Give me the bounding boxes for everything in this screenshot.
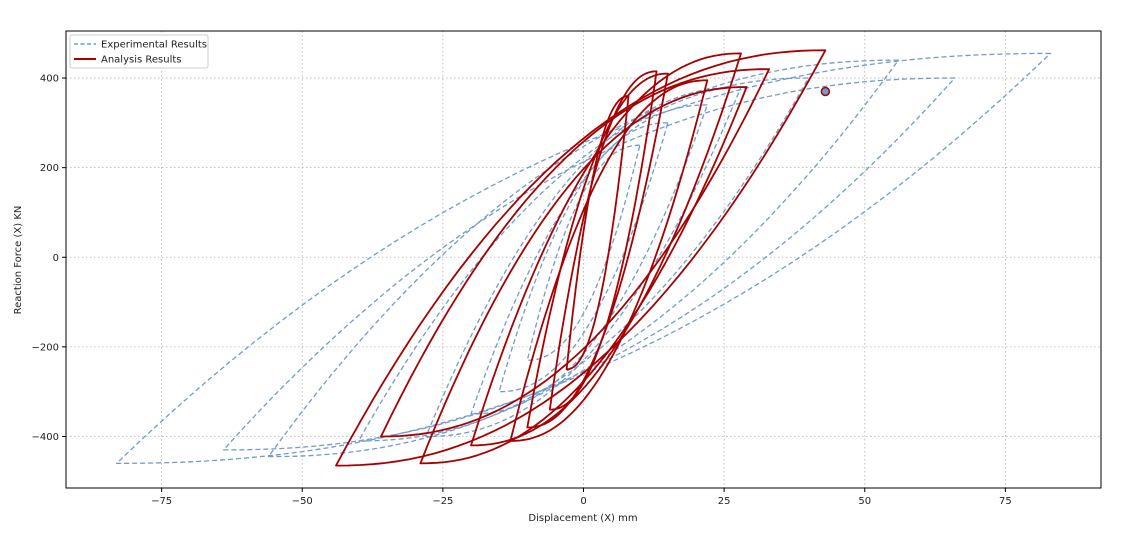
- y-tick-label: 0: [53, 253, 59, 264]
- x-tick-label: −50: [292, 496, 313, 507]
- x-tick-label: 75: [999, 496, 1012, 507]
- legend-box: [69, 34, 209, 69]
- x-tick-label: 0: [580, 496, 586, 507]
- x-tick-label: −75: [151, 496, 172, 507]
- hysteresis-loop: [470, 104, 708, 415]
- series-experimental: [115, 52, 1052, 465]
- plot-area: [115, 49, 1052, 467]
- x-tick-label: 50: [858, 496, 871, 507]
- axis-ticks: −75 −50 −25 0 25 50 75 −400 −200 0 200 400: [32, 74, 1012, 507]
- hysteresis-loop: [526, 144, 641, 361]
- y-axis-label: Reaction Force (X) KN: [13, 206, 24, 315]
- x-tick-label: 25: [718, 496, 731, 507]
- hysteresis-loop: [335, 49, 827, 467]
- y-tick-label: −200: [32, 342, 59, 353]
- series-analysis: [335, 49, 831, 467]
- x-axis-label: Displacement (X) mm: [528, 513, 637, 524]
- legend-label-experimental: Experimental Results: [101, 40, 207, 51]
- x-tick-label: −25: [432, 496, 453, 507]
- end-point-marker: [820, 86, 831, 97]
- hysteresis-loop: [548, 70, 658, 411]
- hysteresis-loop: [267, 59, 900, 458]
- hysteresis-loop: [425, 86, 742, 438]
- y-tick-label: 200: [40, 163, 59, 174]
- y-tick-label: 400: [40, 74, 59, 85]
- legend-label-analysis: Analysis Results: [101, 55, 182, 66]
- legend: Experimental Results Analysis Results: [69, 34, 209, 69]
- grid: [66, 31, 1101, 488]
- y-tick-label: −400: [32, 432, 59, 443]
- hysteresis-loop: [357, 77, 810, 442]
- hysteresis-loop: [470, 52, 742, 447]
- hysteresis-loop: [115, 52, 1052, 465]
- hysteresis-loop: [380, 68, 770, 438]
- hysteresis-loop: [222, 77, 956, 451]
- hysteresis-loop: [419, 86, 748, 465]
- hysteresis-loop: [526, 72, 669, 429]
